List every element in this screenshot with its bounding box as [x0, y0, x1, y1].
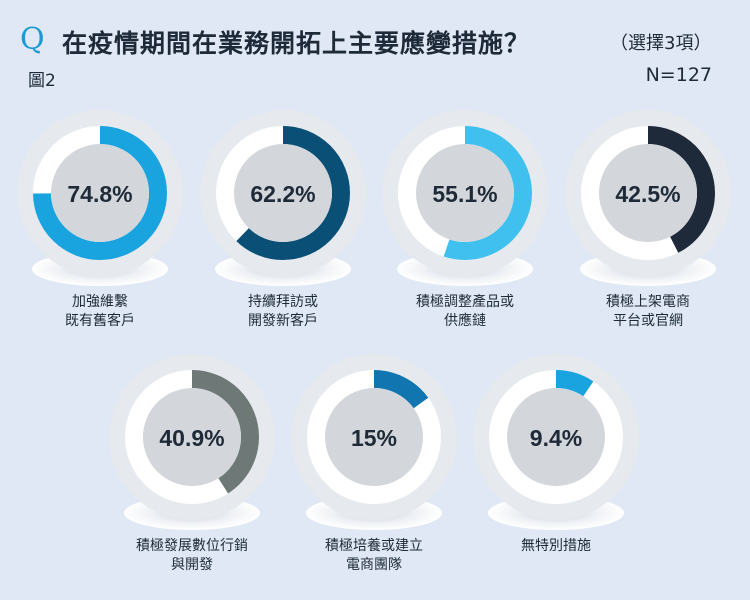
donut-item: 42.5% 積極上架電商平台或官網 — [565, 110, 731, 328]
donut-item: 15% 積極培養或建立電商團隊 — [291, 354, 457, 572]
figure-label: 圖2 — [28, 71, 56, 91]
donut-category-label: 持續拜訪或開發新客戶 — [248, 293, 318, 328]
donut-item: 55.1% 積極調整產品或供應鏈 — [382, 110, 548, 328]
donut-inner-disc — [234, 144, 332, 242]
sample-size-label: N=127 — [645, 64, 712, 86]
donut-value-arc — [125, 370, 259, 504]
donut-item: 40.9% 積極發展數位行銷與開發 — [109, 354, 275, 572]
chart-title: 在疫情期間在業務開拓上主要應變措施？ — [62, 29, 531, 58]
donut-inner-disc — [416, 144, 514, 242]
chart-header: Q 在疫情期間在業務開拓上主要應變措施？ （選擇3項） 圖2 N=127 — [0, 0, 750, 91]
donut-category-label: 積極調整產品或供應鏈 — [416, 293, 514, 328]
donut-value-arc — [216, 126, 350, 260]
donut-value-arc — [33, 126, 167, 260]
donut-category-label: 積極上架電商平台或官網 — [606, 293, 690, 328]
donut-value-arc — [581, 126, 715, 260]
donut-value-arc — [489, 370, 623, 504]
donut-item: 9.4% 無特別措施 — [473, 354, 639, 553]
donut-inner-disc — [507, 388, 605, 486]
donut-value-label: 40.9% — [159, 425, 224, 451]
donut-inner-disc — [143, 388, 241, 486]
question-mark-label: Q — [20, 22, 45, 57]
donut-value-label: 74.8% — [67, 181, 132, 207]
donut-category-label: 積極發展數位行銷與開發 — [136, 537, 248, 572]
donut-category-label: 積極培養或建立電商團隊 — [325, 537, 423, 572]
donut-category-label: 無特別措施 — [521, 537, 591, 553]
donut-value-label: 62.2% — [250, 181, 315, 207]
donut-value-label: 9.4% — [530, 425, 582, 451]
donut-value-arc — [307, 370, 441, 504]
selection-note: （選擇3項） — [610, 33, 712, 54]
donut-item: 62.2% 持續拜訪或開發新客戶 — [200, 110, 366, 328]
donut-inner-disc — [325, 388, 423, 486]
donut-value-arc — [398, 126, 532, 260]
donut-value-label: 55.1% — [432, 181, 497, 207]
donut-item: 74.8% 加強維繫既有舊客戶 — [17, 110, 183, 328]
donut-value-label: 42.5% — [615, 181, 680, 207]
donut-value-label: 15% — [351, 425, 397, 451]
donut-inner-disc — [599, 144, 697, 242]
donut-category-label: 加強維繫既有舊客戶 — [65, 293, 135, 328]
donut-inner-disc — [51, 144, 149, 242]
